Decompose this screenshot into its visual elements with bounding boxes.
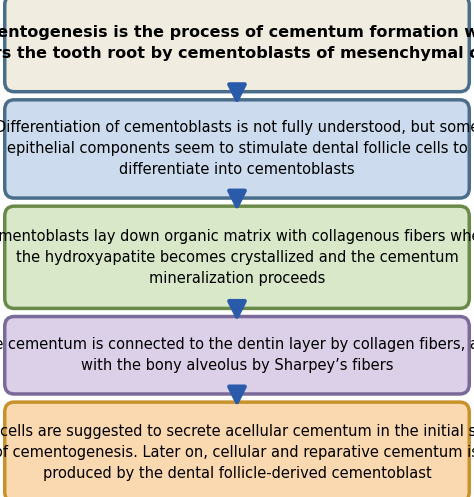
- FancyBboxPatch shape: [5, 317, 469, 394]
- Text: Differentiation of cementoblasts is not fully understood, but some
epithelial co: Differentiation of cementoblasts is not …: [0, 120, 474, 177]
- Text: Cementogenesis is the process of cementum formation which
covers the tooth root : Cementogenesis is the process of cementu…: [0, 25, 474, 62]
- FancyBboxPatch shape: [5, 402, 469, 497]
- Text: HERS cells are suggested to secrete acellular cementum in the initial stages
of : HERS cells are suggested to secrete acel…: [0, 423, 474, 481]
- FancyBboxPatch shape: [5, 0, 469, 92]
- FancyBboxPatch shape: [5, 100, 469, 198]
- Text: The cementum is connected to the dentin layer by collagen fibers, and
with the b: The cementum is connected to the dentin …: [0, 337, 474, 373]
- Text: Cementoblasts lay down organic matrix with collagenous fibers where
the hydroxya: Cementoblasts lay down organic matrix wi…: [0, 229, 474, 286]
- FancyBboxPatch shape: [5, 206, 469, 309]
